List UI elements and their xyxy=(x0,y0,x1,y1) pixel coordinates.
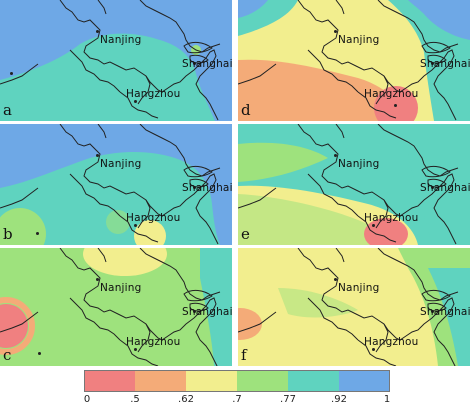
hangzhou-dot xyxy=(394,104,397,107)
shanghai-label: Shanghai xyxy=(420,182,470,194)
nanjing-dot xyxy=(334,278,337,281)
map-d-canvas xyxy=(238,0,470,121)
hangzhou-dot xyxy=(134,100,137,103)
shanghai-dot xyxy=(431,62,434,65)
hangzhou-label: Hangzhou xyxy=(364,336,419,348)
panel-letter-d: d xyxy=(241,101,251,119)
map-f-canvas xyxy=(238,248,470,366)
shanghai-label: Shanghai xyxy=(420,58,470,70)
hangzhou-label: Hangzhou xyxy=(364,212,419,224)
hangzhou-label: Hangzhou xyxy=(126,336,181,348)
shanghai-dot xyxy=(431,310,434,313)
shanghai-label: Shanghai xyxy=(420,306,470,318)
nanjing-label: Nanjing xyxy=(338,158,380,170)
legend-tick: 1 xyxy=(383,394,391,405)
nanjing-dot xyxy=(334,30,337,33)
panel-letter-a: a xyxy=(3,101,12,119)
hangzhou-dot xyxy=(134,348,137,351)
color-scale-legend: 0 .5 .62 .7 .77 .92 1 xyxy=(84,370,390,406)
panel-letter-e: e xyxy=(241,225,250,243)
shanghai-dot xyxy=(431,186,434,189)
panel-letter-f: f xyxy=(241,346,247,364)
shanghai-dot xyxy=(193,62,196,65)
legend-swatch xyxy=(135,370,186,392)
station-dot xyxy=(38,352,41,355)
map-b-canvas xyxy=(0,124,221,245)
map-panel-f: Nanjing Shanghai Hangzhou f xyxy=(238,248,470,366)
map-panel-b: Nanjing Shanghai Hangzhou b xyxy=(0,124,232,245)
legend-swatch xyxy=(288,370,339,392)
hangzhou-dot xyxy=(372,348,375,351)
legend-swatch xyxy=(237,370,288,392)
legend-tick: .5 xyxy=(130,394,140,405)
map-panel-d: Nanjing Shanghai Hangzhou d xyxy=(238,0,470,121)
legend-tick: 0 xyxy=(83,394,91,405)
map-a-canvas xyxy=(0,0,221,121)
nanjing-dot xyxy=(96,154,99,157)
hangzhou-label: Hangzhou xyxy=(364,88,419,100)
shanghai-label: Shanghai xyxy=(182,182,232,194)
nanjing-dot xyxy=(334,154,337,157)
nanjing-label: Nanjing xyxy=(338,282,380,294)
hangzhou-label: Hangzhou xyxy=(126,212,181,224)
legend-tick: .62 xyxy=(178,394,194,405)
panel-letter-b: b xyxy=(3,225,13,243)
map-panel-a: Nanjing Shanghai Hangzhou a xyxy=(0,0,232,121)
legend-tick: .77 xyxy=(280,394,296,405)
shanghai-label: Shanghai xyxy=(182,306,232,318)
map-e-canvas xyxy=(238,124,470,245)
legend-tick: .92 xyxy=(331,394,347,405)
station-dot xyxy=(36,232,39,235)
legend-swatch xyxy=(186,370,237,392)
legend-swatch xyxy=(84,370,135,392)
hangzhou-label: Hangzhou xyxy=(126,88,181,100)
nanjing-label: Nanjing xyxy=(338,34,380,46)
nanjing-label: Nanjing xyxy=(100,158,142,170)
legend-tick: .7 xyxy=(232,394,242,405)
shanghai-label: Shanghai xyxy=(182,58,232,70)
hangzhou-dot xyxy=(372,224,375,227)
shanghai-dot xyxy=(193,310,196,313)
panel-letter-c: c xyxy=(3,346,12,364)
nanjing-dot xyxy=(96,278,99,281)
station-dot xyxy=(10,72,13,75)
shanghai-dot xyxy=(193,186,196,189)
nanjing-label: Nanjing xyxy=(100,34,142,46)
legend-frame xyxy=(84,370,390,392)
map-c-canvas xyxy=(0,248,232,366)
map-panel-e: Nanjing Shanghai Hangzhou e xyxy=(238,124,470,245)
nanjing-dot xyxy=(96,30,99,33)
hangzhou-dot xyxy=(134,224,137,227)
nanjing-label: Nanjing xyxy=(100,282,142,294)
map-panel-c: Nanjing Shanghai Hangzhou c xyxy=(0,248,232,366)
legend-swatch xyxy=(339,370,390,392)
